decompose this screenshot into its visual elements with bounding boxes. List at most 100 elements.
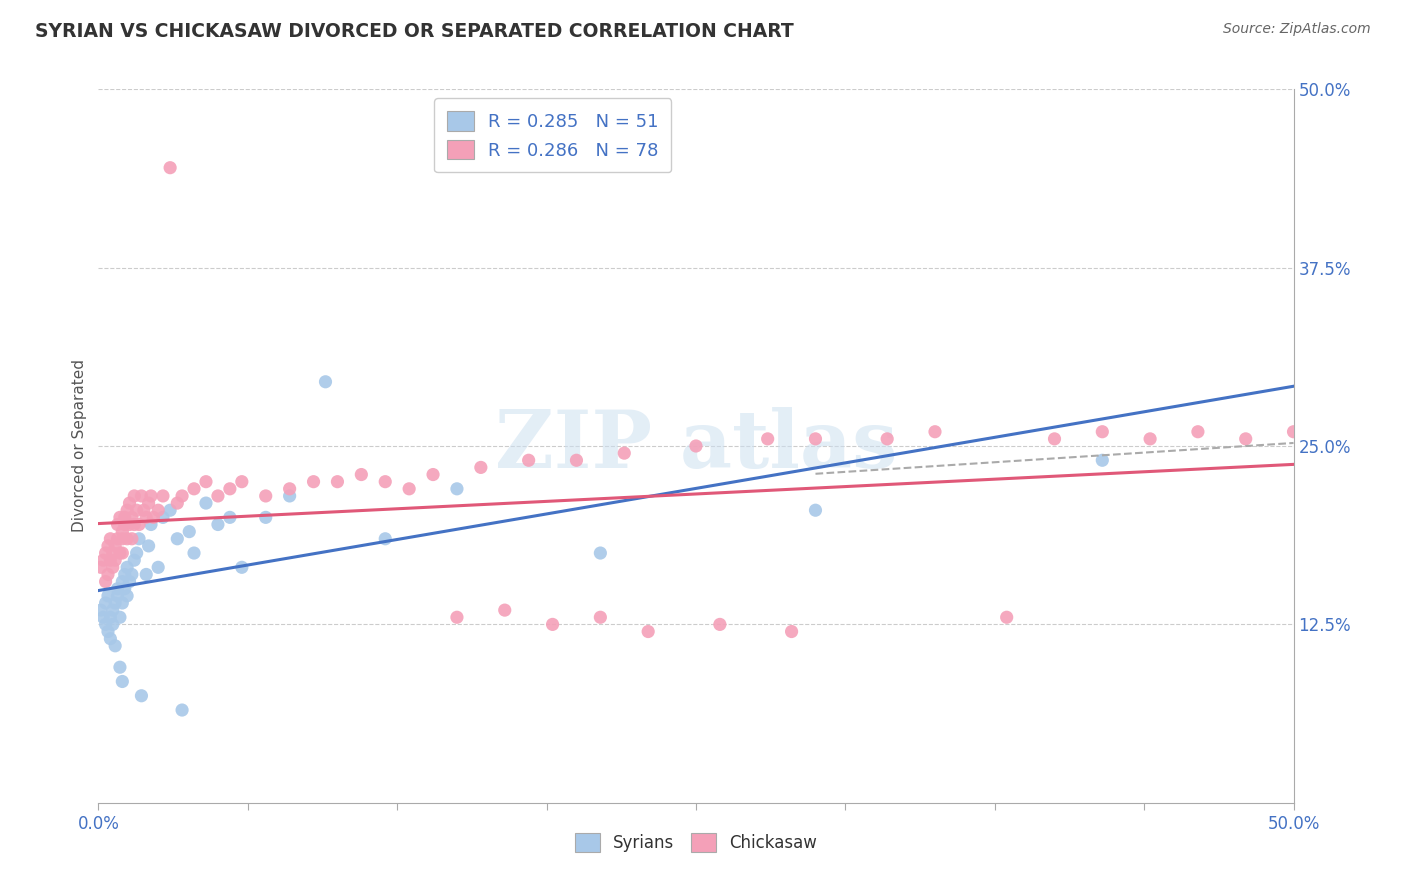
Point: [138, 539, 160, 553]
Point: [94, 596, 117, 610]
Point: [254, 510, 277, 524]
Point: [98, 553, 122, 567]
Point: [517, 453, 540, 467]
Point: [804, 503, 827, 517]
Point: [111, 574, 134, 589]
Point: [1139, 432, 1161, 446]
Point: [94, 546, 117, 560]
Point: [1187, 425, 1209, 439]
Point: [278, 489, 301, 503]
Point: [374, 475, 396, 489]
Point: [90, 560, 112, 574]
Point: [107, 582, 129, 596]
Point: [152, 510, 174, 524]
Point: [207, 517, 229, 532]
Point: [315, 375, 337, 389]
Point: [398, 482, 420, 496]
Point: [278, 482, 301, 496]
Point: [219, 482, 242, 496]
Point: [118, 496, 141, 510]
Point: [98, 610, 122, 624]
Point: [183, 482, 205, 496]
Point: [207, 489, 229, 503]
Point: [94, 574, 117, 589]
Point: [97, 567, 120, 582]
Point: [101, 560, 124, 574]
Point: [128, 532, 150, 546]
Point: [152, 489, 174, 503]
Point: [219, 510, 242, 524]
Point: [97, 539, 120, 553]
Point: [121, 510, 143, 524]
Point: [139, 489, 162, 503]
Point: [350, 467, 373, 482]
Point: [97, 589, 120, 603]
Point: [172, 703, 194, 717]
Point: [374, 532, 396, 546]
Point: [1282, 425, 1305, 439]
Point: [780, 624, 803, 639]
Point: [254, 489, 277, 503]
Point: [613, 446, 636, 460]
Point: [111, 524, 134, 539]
Text: ZIP atlas: ZIP atlas: [495, 407, 897, 485]
Y-axis label: Divorced or Separated: Divorced or Separated: [72, 359, 87, 533]
Point: [589, 546, 612, 560]
Point: [111, 532, 134, 546]
Point: [1234, 432, 1257, 446]
Point: [125, 503, 148, 517]
Point: [108, 510, 131, 524]
Point: [91, 553, 114, 567]
Point: [101, 546, 124, 560]
Point: [166, 532, 188, 546]
Point: [108, 610, 131, 624]
Point: [446, 610, 468, 624]
Point: [422, 467, 444, 482]
Point: [121, 567, 143, 582]
Point: [121, 532, 143, 546]
Point: [756, 432, 779, 446]
Point: [565, 453, 588, 467]
Point: [111, 596, 134, 610]
Point: [159, 161, 181, 175]
Point: [107, 589, 129, 603]
Point: [148, 503, 170, 517]
Point: [131, 489, 153, 503]
Point: [179, 524, 201, 539]
Point: [98, 632, 122, 646]
Point: [876, 432, 898, 446]
Point: [685, 439, 707, 453]
Point: [135, 510, 157, 524]
Point: [132, 503, 155, 517]
Point: [589, 610, 612, 624]
Point: [114, 582, 136, 596]
Point: [131, 689, 153, 703]
Point: [104, 596, 127, 610]
Point: [135, 567, 157, 582]
Point: [637, 624, 659, 639]
Point: [138, 496, 160, 510]
Point: [125, 546, 148, 560]
Point: [94, 617, 117, 632]
Point: [97, 624, 120, 639]
Point: [995, 610, 1018, 624]
Point: [104, 639, 127, 653]
Point: [111, 674, 134, 689]
Point: [446, 482, 468, 496]
Point: [114, 517, 136, 532]
Point: [90, 603, 112, 617]
Point: [118, 517, 141, 532]
Point: [108, 546, 131, 560]
Point: [108, 660, 131, 674]
Point: [494, 603, 516, 617]
Point: [104, 553, 127, 567]
Text: SYRIAN VS CHICKASAW DIVORCED OR SEPARATED CORRELATION CHART: SYRIAN VS CHICKASAW DIVORCED OR SEPARATE…: [35, 22, 794, 41]
Point: [924, 425, 946, 439]
Point: [804, 432, 827, 446]
Point: [326, 475, 349, 489]
Point: [302, 475, 325, 489]
Point: [159, 503, 181, 517]
Point: [107, 517, 129, 532]
Point: [124, 517, 146, 532]
Point: [1091, 425, 1114, 439]
